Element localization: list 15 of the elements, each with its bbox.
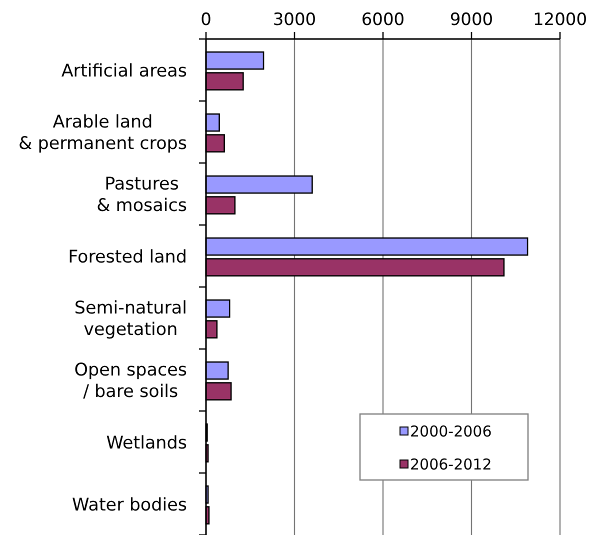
- x-tick-label: 9000: [450, 10, 494, 30]
- y-tick-label: Pastures & mosaics: [96, 174, 187, 216]
- y-tick-label: Forested land: [68, 247, 187, 268]
- y-tick-label: Open spaces / bare soils: [74, 360, 187, 402]
- y-tick-label: Water bodies: [72, 495, 187, 516]
- y-tick-label: Wetlands: [106, 433, 187, 454]
- y-tick-label: Artificial areas: [61, 61, 187, 82]
- x-tick-label: 0: [200, 10, 212, 30]
- x-tick-label: 12000: [532, 10, 588, 30]
- legend-label: 2000-2006: [410, 422, 492, 440]
- x-tick-label: 6000: [361, 10, 405, 30]
- x-tick-label: 3000: [272, 10, 316, 30]
- y-tick-label: Arable land & permanent crops: [18, 112, 187, 154]
- y-tick-label: Semi-natural vegetation: [74, 298, 187, 340]
- legend-label: 2006-2012: [410, 456, 492, 474]
